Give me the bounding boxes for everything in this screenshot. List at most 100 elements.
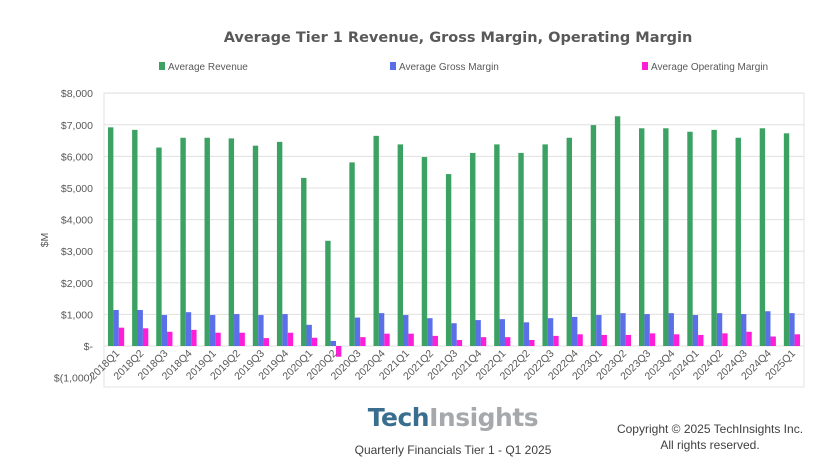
bar-group: [445, 174, 463, 346]
techinsights-logo: TechInsights: [0, 403, 840, 432]
revenue-bar: [252, 145, 259, 346]
bar-group: [156, 147, 173, 346]
legend-item: Average Gross Margin: [390, 62, 499, 73]
revenue-bar: [783, 133, 790, 346]
chart-title: Average Tier 1 Revenue, Gross Margin, Op…: [224, 30, 693, 46]
gross-margin-bar: [644, 314, 650, 346]
gross-margin-bar: [692, 315, 699, 346]
operating-margin-bar: [360, 337, 366, 346]
legend-swatch: [390, 62, 396, 70]
gross-margin-bar: [668, 313, 674, 346]
bars: [107, 116, 801, 357]
revenue-bar: [421, 157, 428, 346]
revenue-bar: [156, 147, 162, 346]
operating-margin-bar: [167, 331, 173, 346]
revenue-bar: [735, 137, 741, 346]
gross-margin-bar: [523, 322, 530, 346]
y-tick-label: $3,000: [61, 246, 93, 258]
logo-tech-text: Tech: [367, 403, 430, 432]
legend-swatch: [642, 62, 648, 70]
revenue-bar: [566, 137, 572, 346]
gross-margin-bar: [716, 313, 723, 346]
gross-margin-bar: [765, 311, 771, 346]
bar-group: [421, 157, 438, 346]
x-axis-ticks: 2018Q12018Q22018Q32018Q42019Q12019Q22019…: [87, 348, 798, 383]
gross-margin-bar: [596, 315, 602, 346]
revenue-bar: [614, 116, 621, 346]
bar-group: [783, 133, 801, 346]
bar-group: [614, 116, 632, 346]
operating-margin-bar: [215, 332, 221, 346]
y-tick-label: $(1,000): [54, 373, 93, 385]
operating-margin-bar: [698, 334, 704, 346]
gross-margin-bar: [306, 324, 312, 346]
y-tick-label: $7,000: [61, 120, 93, 132]
bar-group: [132, 129, 149, 346]
y-axis-ticks: $8,000 $7,000 $6,000 $5,000 $4,000 $3,000 $2,0…: [54, 88, 94, 384]
legend-swatch: [159, 62, 165, 70]
operating-margin-bar: [384, 333, 390, 346]
copyright-notice: Copyright © 2025 TechInsights Inc. All r…: [600, 421, 820, 453]
gross-margin-bar: [137, 309, 143, 346]
bar-group: [276, 141, 294, 346]
operating-margin-bar: [432, 335, 438, 346]
operating-margin-bar: [191, 329, 197, 346]
gross-margin-bar: [378, 313, 385, 346]
bar-group: [639, 128, 656, 346]
legend-label: Average Gross Margin: [399, 62, 499, 73]
y-tick-label: $5,000: [61, 183, 93, 195]
operating-margin-bar: [263, 338, 269, 346]
revenue-bar: [228, 138, 235, 346]
legend-item: Average Operating Margin: [642, 62, 768, 73]
bar-group: [397, 144, 414, 346]
bar-group: [252, 145, 269, 346]
revenue-bar: [180, 137, 186, 346]
revenue-bar: [590, 125, 597, 346]
bar-group: [107, 127, 125, 346]
revenue-bar: [301, 177, 307, 346]
operating-margin-bar: [770, 336, 776, 346]
revenue-bar: [470, 152, 476, 346]
operating-margin-bar: [456, 339, 463, 346]
y-tick-label: $6,000: [61, 151, 93, 163]
gross-margin-bar: [571, 316, 578, 346]
operating-margin-bar: [504, 337, 511, 346]
revenue-bar: [518, 152, 524, 346]
revenue-bar: [542, 144, 548, 346]
gross-margin-bar: [789, 313, 795, 346]
bar-group: [735, 137, 752, 346]
gross-margin-bar: [499, 319, 505, 346]
copyright-line-2: All rights reserved.: [660, 438, 760, 452]
bar-group: [325, 240, 342, 357]
bar-group: [228, 138, 245, 346]
bar-group: [204, 137, 221, 346]
bar-group: [470, 152, 487, 346]
operating-margin-bar: [673, 334, 680, 346]
revenue-bar: [132, 129, 138, 346]
gross-margin-bar: [354, 317, 361, 346]
bar-group: [711, 129, 728, 346]
gross-margin-bar: [209, 315, 216, 346]
gross-margin-bar: [282, 314, 288, 346]
bar-group: [301, 177, 318, 346]
gross-margin-bar: [427, 318, 433, 346]
gross-margin-bar: [475, 320, 481, 346]
revenue-bar: [373, 135, 379, 346]
operating-margin-bar: [529, 339, 535, 346]
operating-margin-bar: [239, 332, 245, 346]
revenue-bar: [107, 127, 114, 346]
operating-margin-bar: [118, 327, 125, 346]
operating-margin-bar: [722, 333, 728, 346]
chart: Average Tier 1 Revenue, Gross Margin, Op…: [39, 30, 805, 388]
y-tick-label: $-: [84, 341, 94, 353]
revenue-bar: [204, 137, 210, 346]
gross-margin-bar: [330, 340, 337, 346]
gross-margin-bar: [258, 315, 264, 346]
revenue-bar: [639, 128, 645, 346]
logo-insights-text: Insights: [429, 403, 539, 432]
revenue-bar: [325, 240, 331, 346]
gross-margin-bar: [403, 315, 409, 346]
legend: Average Revenue Average Gross Margin Avera…: [159, 62, 768, 73]
legend-label: Average Revenue: [168, 62, 248, 73]
revenue-bar: [759, 128, 766, 346]
